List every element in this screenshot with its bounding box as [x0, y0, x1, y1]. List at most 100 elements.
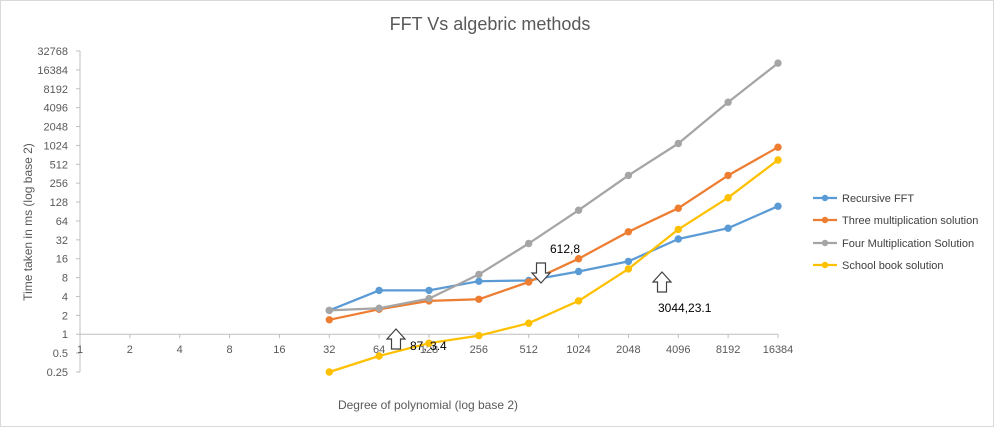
y-tick-label: 32768: [37, 46, 68, 58]
series-lines: [325, 59, 782, 376]
data-point: [375, 304, 383, 312]
data-point: [624, 257, 633, 266]
data-point: [674, 225, 682, 234]
y-tick-label: 16384: [37, 65, 68, 77]
x-axis-title: Degree of polynomial (log base 2): [338, 398, 518, 412]
x-tick-label: 1024: [566, 344, 590, 356]
legend-item: Four Multiplication Solution: [813, 238, 974, 250]
y-axis-title: Time taken in ms (log base 2): [21, 143, 35, 301]
data-point: [375, 352, 383, 360]
x-tick-label: 8192: [716, 344, 740, 356]
legend-label: Four Multiplication Solution: [842, 238, 974, 250]
data-point: [774, 202, 782, 210]
data-point: [574, 206, 583, 214]
series-line: [328, 159, 779, 374]
data-point: [325, 306, 333, 315]
data-point: [724, 171, 732, 180]
arrow-up-icon: [385, 328, 407, 350]
data-point: [674, 139, 682, 148]
data-point: [475, 270, 483, 279]
legend: Recursive FFT Three multiplication soluti…: [813, 193, 978, 272]
arrow-up-icon: [651, 271, 673, 293]
x-tick-label: 64: [373, 344, 385, 356]
legend-item: School book solution: [813, 260, 944, 272]
arrow-down-icon: [530, 262, 552, 284]
legend-item: Three multiplication solution: [813, 215, 978, 227]
legend-label: School book solution: [842, 260, 944, 272]
data-point: [574, 267, 583, 276]
y-tick-label: 2: [62, 310, 68, 322]
y-tick-label: 2048: [44, 122, 68, 134]
legend-marker: [821, 239, 829, 247]
data-point: [375, 286, 383, 295]
data-point: [624, 171, 633, 180]
series-line: [328, 205, 779, 312]
y-tick-label: 8192: [44, 84, 68, 96]
data-point: [325, 368, 333, 376]
y-tick-label: 1: [62, 329, 68, 341]
x-tick-label: 32: [323, 344, 335, 356]
data-point: [724, 224, 732, 232]
data-point: [774, 143, 782, 151]
y-tick-label: 64: [56, 216, 68, 228]
x-tick-label: 1: [77, 344, 83, 356]
y-tick-label: 512: [50, 159, 68, 171]
x-tick-label: 256: [470, 344, 488, 356]
data-point: [724, 194, 732, 202]
data-point: [475, 295, 483, 303]
data-point: [624, 265, 633, 273]
data-point: [674, 235, 682, 243]
x-tick-label: 128: [420, 344, 438, 356]
data-point: [774, 156, 782, 164]
axes: [76, 50, 779, 373]
y-tick-label: 256: [50, 178, 68, 190]
legend-marker: [821, 261, 829, 269]
data-point: [525, 239, 533, 248]
x-tick-label: 16384: [763, 344, 794, 356]
x-tick-label: 16: [273, 344, 285, 356]
data-point: [525, 319, 533, 327]
series-line: [329, 62, 779, 312]
data-point: [624, 228, 633, 236]
data-point: [425, 294, 433, 303]
data-point: [724, 98, 732, 106]
annotation-label: 3044,23.1: [658, 301, 712, 315]
series-3: [325, 156, 782, 376]
data-point: [525, 278, 533, 286]
x-tick-label: 512: [520, 344, 538, 356]
series-1: [325, 143, 782, 324]
series-line: [329, 146, 779, 321]
y-tick-label: 0.5: [53, 348, 68, 360]
data-point: [574, 255, 583, 263]
y-tick-labels: 0.25 0.5 1 2 4 8 16 32 64 128 256 512 1024 2048 4096 81…: [37, 46, 68, 379]
x-tick-labels: 1 2 4 8 16 32 64 128 256 512 1024 2048 4096 8192 16384: [77, 344, 793, 356]
data-point: [774, 59, 782, 67]
annotation-label: 87, 3.4: [410, 339, 447, 353]
chart-title: FFT Vs algebric methods: [390, 14, 591, 34]
y-tick-label: 128: [50, 197, 68, 209]
legend-marker: [821, 194, 829, 202]
legend-item: Recursive FFT: [813, 193, 914, 205]
annotation-label: 612,8: [550, 242, 580, 256]
data-point: [475, 331, 483, 340]
annotations: 87, 3.4 612,8 3044,23.1: [385, 242, 712, 353]
y-tick-label: 1024: [44, 140, 68, 152]
x-tick-label: 4096: [666, 344, 690, 356]
y-tick-label: 0.25: [47, 367, 68, 379]
legend-marker: [821, 216, 829, 224]
data-point: [574, 297, 583, 305]
series-2: [325, 59, 782, 315]
x-tick-label: 2048: [616, 344, 640, 356]
data-point: [425, 286, 433, 295]
y-tick-label: 16: [56, 254, 68, 266]
y-tick-label: 8: [62, 273, 68, 285]
data-point: [475, 277, 483, 285]
x-tick-label: 8: [227, 344, 233, 356]
data-point: [425, 339, 433, 347]
data-point: [674, 204, 682, 212]
legend-label: Recursive FFT: [842, 193, 914, 205]
data-point: [325, 316, 333, 324]
legend-label: Three multiplication solution: [842, 215, 978, 227]
